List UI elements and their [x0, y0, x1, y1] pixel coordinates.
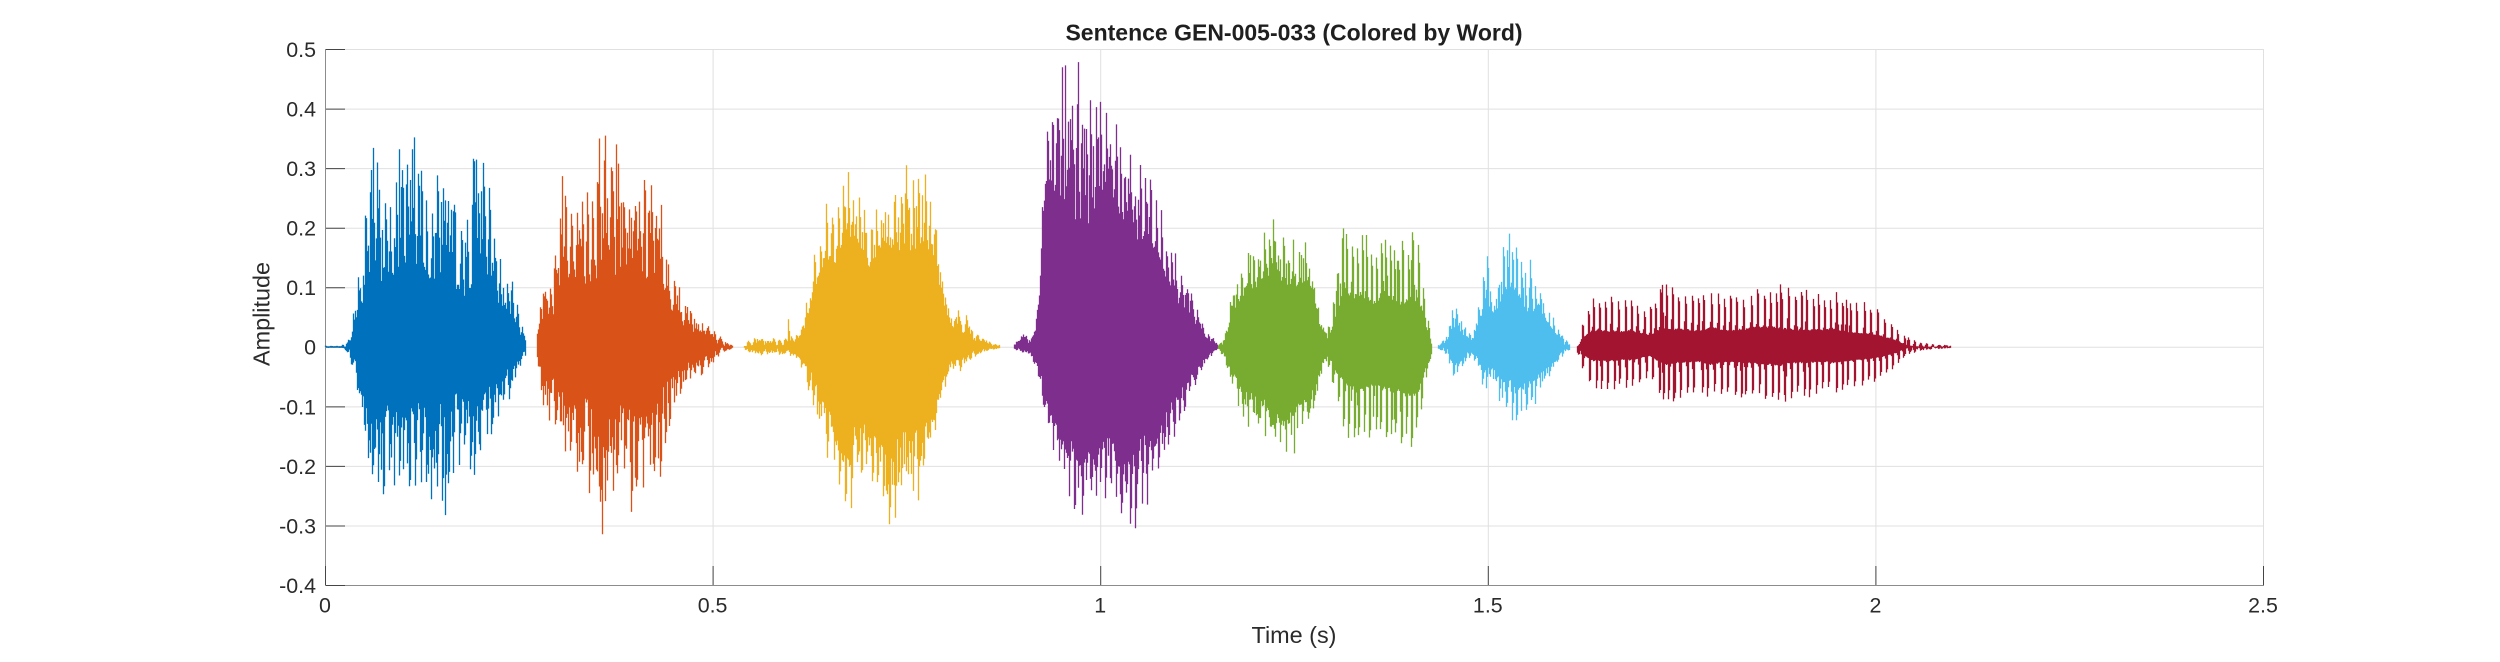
svg-text:Sentence GEN-005-033 (Colored: Sentence GEN-005-033 (Colored by Word) [1065, 19, 1522, 45]
svg-text:2: 2 [1869, 594, 1881, 618]
svg-text:0.1: 0.1 [286, 276, 316, 300]
svg-text:0: 0 [319, 594, 331, 618]
svg-text:2.5: 2.5 [2248, 594, 2278, 618]
svg-text:0: 0 [304, 336, 316, 360]
svg-text:0.5: 0.5 [698, 594, 728, 618]
svg-text:1: 1 [1094, 594, 1106, 618]
svg-text:0.5: 0.5 [286, 38, 316, 62]
svg-text:-0.3: -0.3 [279, 514, 316, 538]
svg-text:0.2: 0.2 [286, 217, 316, 241]
svg-text:-0.2: -0.2 [279, 455, 316, 479]
svg-text:0.4: 0.4 [286, 98, 316, 122]
svg-text:-0.4: -0.4 [279, 574, 316, 598]
svg-text:0.3: 0.3 [286, 157, 316, 181]
svg-text:-0.1: -0.1 [279, 395, 316, 419]
svg-text:Amplitude: Amplitude [248, 262, 274, 366]
svg-text:1.5: 1.5 [1473, 594, 1503, 618]
svg-text:Time (s): Time (s) [1252, 622, 1337, 648]
